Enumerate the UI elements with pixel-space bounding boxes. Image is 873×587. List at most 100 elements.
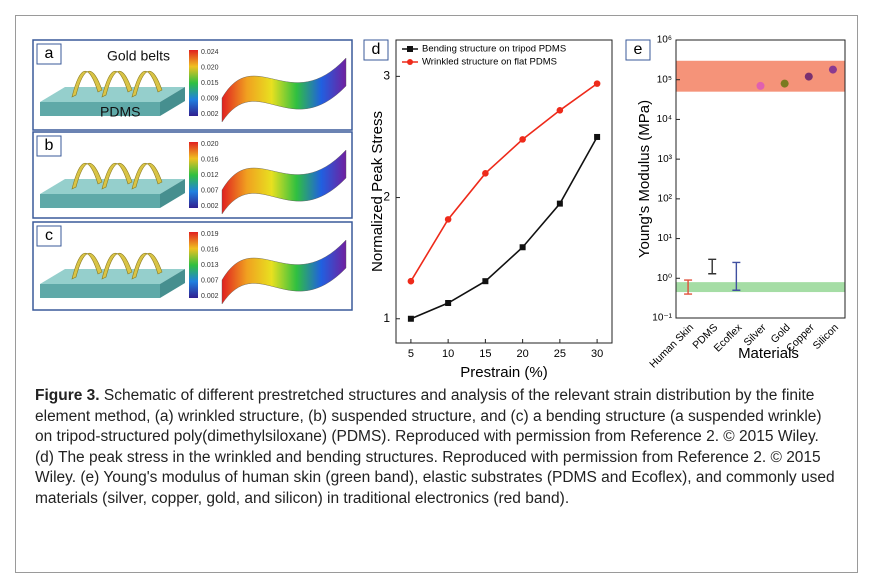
gold-belt [101,252,133,280]
error-bar [708,258,717,275]
point [556,106,564,114]
x-tick-label: 5 [408,348,414,360]
band [676,282,845,293]
y-tick-label: 10⁴ [657,114,672,125]
legend-marker [407,59,413,65]
colorbar-label: 0.019 [201,231,219,238]
x-tick-label: Silicon [811,321,841,351]
point [593,80,601,87]
point [780,79,789,88]
point [804,72,813,81]
point [828,65,837,74]
x-tick-label: 15 [479,348,491,360]
gold-belt [101,70,133,98]
point [519,244,526,251]
point [756,81,765,90]
x-tick-label: Human Skin [647,321,696,370]
colorbar-label: 0.007 [201,277,219,284]
y-tick-label: 10³ [658,154,673,165]
gold-belt [101,162,133,190]
slab-top [40,179,185,194]
gold-belt [131,70,163,98]
colorbar-label: 0.013 [201,262,219,269]
colorbar-label: 0.002 [201,111,219,118]
y-tick-label: 10² [658,193,673,204]
slab-top [40,269,185,284]
error-bar [732,261,741,291]
panel-label: a [45,45,54,62]
gold-belt [131,252,163,280]
point [482,170,489,177]
colorbar-label: 0.012 [201,172,219,179]
x-tick-label: 20 [516,348,528,360]
gold-belt [71,252,103,280]
y-tick-label: 10⁵ [657,74,672,85]
slab-top [40,87,185,102]
caption-text: Schematic of different prestretched stru… [35,387,835,507]
slab-front [40,194,160,208]
point [594,133,601,140]
colorbar-label: 0.002 [201,203,219,210]
slab-front [40,284,160,298]
y-tick-label: 1 [383,311,390,325]
point [445,300,452,307]
annotation: Gold belts [107,48,170,64]
y-tick-label: 10⁰ [657,273,672,284]
colorbar [189,232,198,298]
panel-label-box [36,225,62,247]
slab-side [160,269,185,298]
panel-label: c [45,227,53,244]
colorbar-label: 0.002 [201,293,219,300]
series-line [410,82,598,282]
figure: a 0.024 0.020 0.015 0.009 0.002 Gold belts PDMS… [32,35,846,380]
gold-belt [71,70,103,98]
annotation: PDMS [100,104,140,120]
point [556,200,563,207]
gold-belt [71,162,103,190]
plot-frame [675,39,846,319]
colorbar-label: 0.016 [201,156,219,163]
x-tick-label: 10 [442,348,454,360]
y-axis-label: Young's Modulus (MPa) [636,100,653,258]
y-tick-label: 10⁻¹ [652,313,672,324]
colorbar-label: 0.016 [201,246,219,253]
panel-label-box [36,135,62,157]
colorbar-label: 0.024 [201,49,219,56]
x-axis-label: Materials [738,345,799,362]
gold-belt [131,162,163,190]
strain-surface [221,239,347,305]
colorbar-label: 0.020 [201,141,219,148]
colorbar-label: 0.009 [201,95,219,102]
slab-front [40,102,160,116]
x-axis-label: Prestrain (%) [460,364,548,380]
colorbar-label: 0.020 [201,64,219,71]
point [519,136,526,143]
y-tick-label: 2 [383,190,390,204]
y-tick-label: 10¹ [658,233,673,244]
point [407,277,415,285]
legend-label: Wrinkled structure on flat PDMS [422,57,557,68]
legend-marker [407,46,413,52]
error-bar [684,279,693,295]
panel-label: d [372,41,381,58]
series-line [410,136,598,320]
y-axis-label: Normalized Peak Stress [369,111,386,272]
panel-label-box [36,43,62,65]
panel-label: e [634,41,643,58]
colorbar-label: 0.007 [201,187,219,194]
colorbar-label: 0.015 [201,80,219,87]
strain-surface [221,149,347,215]
point [407,315,414,322]
colorbar [189,142,198,208]
slab-side [160,87,185,116]
panel-label: b [45,137,54,154]
x-tick-label: 30 [591,348,603,360]
point [444,216,452,223]
panel-label-box [363,39,389,61]
legend-label: Bending structure on tripod PDMS [422,44,566,55]
plot-frame [395,39,613,344]
caption-label: Figure 3. [35,387,100,404]
point [482,278,489,285]
panel-label-box [625,39,651,61]
